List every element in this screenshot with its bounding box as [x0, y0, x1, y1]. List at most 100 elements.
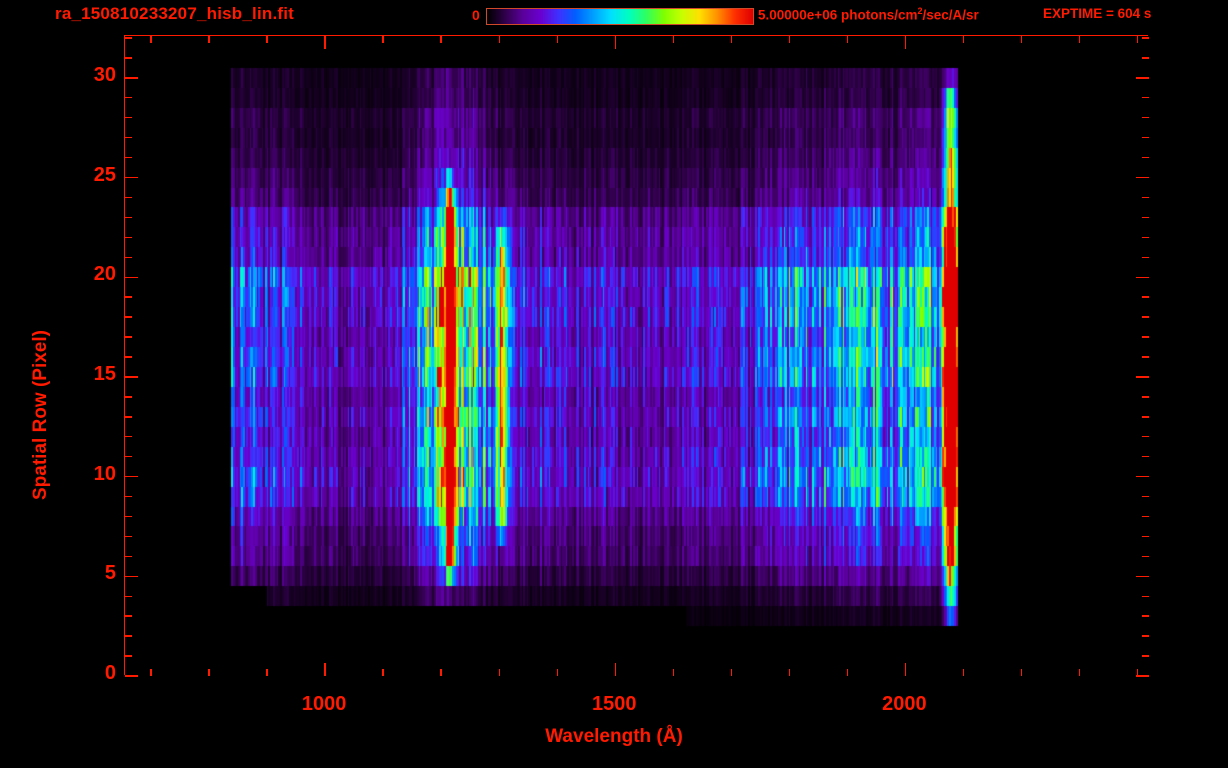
y-tick-right	[1142, 236, 1149, 239]
y-tick	[125, 396, 132, 398]
y-tick-right	[1136, 276, 1149, 278]
y-tick-right	[1142, 615, 1149, 617]
y-tick-right	[1142, 117, 1149, 119]
x-tick-top	[962, 36, 965, 43]
y-tick	[125, 57, 132, 59]
page-title: ra_150810233207_hisb_lin.fit	[55, 4, 295, 23]
y-tick-right	[1142, 495, 1149, 498]
y-tick	[125, 575, 138, 577]
x-tick	[498, 669, 500, 676]
y-tick-label: 20	[93, 263, 116, 286]
x-tick	[324, 663, 326, 676]
x-tick	[672, 669, 674, 676]
y-tick	[125, 615, 132, 617]
y-tick	[125, 675, 138, 677]
y-tick-right	[1142, 256, 1149, 258]
colorbar-max-units: /sec/A/sr	[922, 7, 979, 23]
x-tick	[382, 669, 384, 676]
x-tick	[788, 669, 790, 676]
colorbar	[486, 8, 754, 25]
y-tick	[125, 336, 132, 338]
x-tick-label: 2000	[882, 693, 927, 715]
y-tick-right	[1142, 515, 1149, 518]
x-tick-top	[382, 36, 384, 43]
y-tick-label: 5	[104, 562, 116, 585]
y-tick	[125, 136, 132, 139]
y-tick-right	[1136, 77, 1149, 79]
y-tick-right	[1142, 37, 1149, 39]
y-tick	[125, 416, 132, 418]
y-tick-right	[1136, 376, 1149, 378]
x-tick-top	[440, 36, 442, 43]
y-tick	[125, 655, 132, 657]
y-tick-right	[1142, 97, 1149, 99]
y-tick	[125, 595, 132, 597]
y-tick-right	[1142, 296, 1149, 298]
colorbar-max-label: 5.00000e+06 photons/cm2/sec/A/sr	[758, 6, 979, 23]
x-tick-top	[904, 36, 907, 49]
y-tick	[125, 156, 132, 159]
y-tick	[125, 176, 138, 179]
y-tick	[125, 535, 132, 538]
y-axis-label: Spatial Row (Pixel)	[30, 330, 51, 500]
y-tick-right	[1142, 336, 1149, 338]
y-tick-right	[1142, 136, 1149, 139]
y-tick	[125, 236, 132, 239]
y-tick-label: 15	[93, 362, 116, 385]
x-tick-top	[846, 36, 848, 43]
plot-frame	[124, 35, 1149, 677]
x-tick	[440, 669, 442, 676]
y-tick-right	[1136, 675, 1149, 677]
y-tick	[125, 316, 132, 318]
x-tick-top	[208, 36, 210, 43]
y-tick	[125, 117, 132, 119]
colorbar-max-exponent: 2	[917, 6, 923, 16]
x-tick-top	[1020, 36, 1023, 43]
x-tick	[556, 669, 558, 676]
colorbar-min-label: 0	[472, 7, 480, 23]
y-tick-right	[1142, 655, 1149, 657]
x-tick	[614, 663, 616, 676]
x-tick	[730, 669, 732, 676]
y-tick	[125, 37, 132, 39]
x-tick-top	[1136, 36, 1139, 43]
y-tick	[125, 376, 138, 378]
exptime-label: EXPTIME = 604 s	[1043, 6, 1152, 21]
x-tick-top	[498, 36, 500, 43]
x-tick	[962, 669, 965, 676]
y-tick	[125, 276, 138, 278]
y-tick-right	[1136, 475, 1149, 478]
y-tick	[125, 216, 132, 219]
y-tick	[125, 77, 138, 79]
x-axis-label: Wavelength (Å)	[545, 726, 683, 747]
y-tick-right	[1142, 356, 1149, 358]
y-tick-right	[1136, 575, 1149, 577]
colorbar-max-value: 5.00000e+06 photons/cm	[758, 7, 918, 23]
y-tick	[125, 436, 132, 438]
x-tick	[1020, 669, 1023, 676]
x-tick-top	[556, 36, 558, 43]
y-tick-right	[1142, 316, 1149, 318]
y-tick	[125, 555, 132, 558]
x-tick	[208, 669, 210, 676]
x-tick-top	[324, 36, 326, 49]
y-tick-right	[1142, 216, 1149, 219]
y-tick-right	[1142, 436, 1149, 438]
x-tick-top	[150, 36, 152, 43]
y-tick-label: 30	[93, 63, 116, 86]
x-tick-top	[614, 36, 616, 49]
y-tick-right	[1142, 416, 1149, 418]
y-tick-right	[1142, 196, 1149, 199]
x-tick-label: 1500	[591, 693, 637, 715]
y-tick	[125, 256, 132, 258]
y-tick-right	[1136, 176, 1149, 179]
x-tick	[1136, 669, 1139, 676]
y-tick-label: 25	[93, 163, 116, 186]
y-tick	[125, 455, 132, 458]
x-tick-top	[1078, 36, 1081, 43]
y-tick	[125, 356, 132, 358]
y-tick-right	[1142, 156, 1149, 159]
spectrogram-image	[125, 36, 1149, 676]
y-tick	[125, 296, 132, 298]
